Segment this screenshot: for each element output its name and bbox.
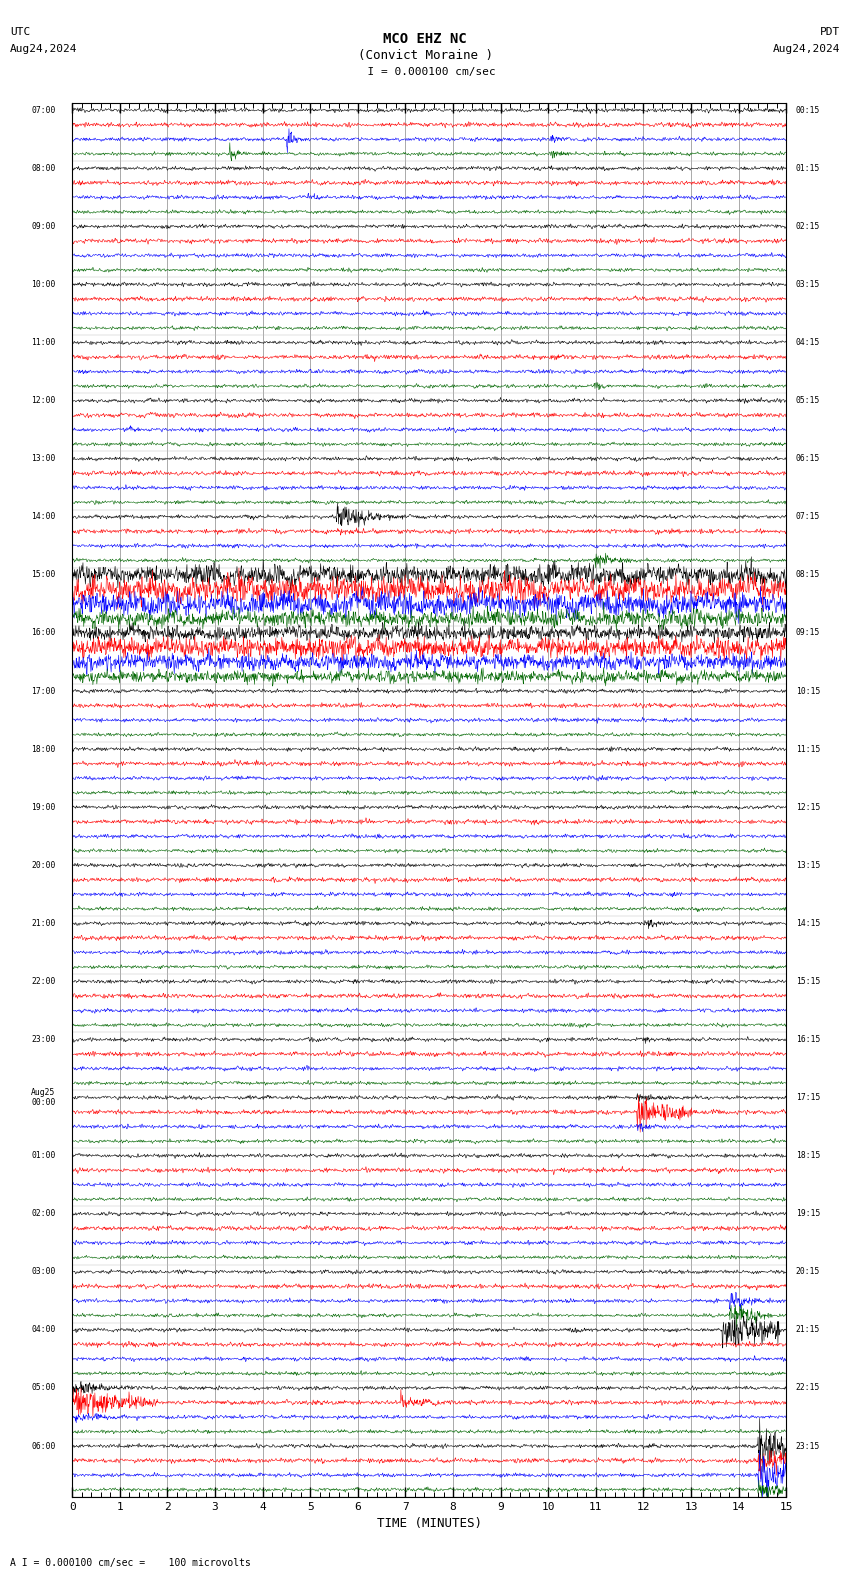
Text: (Convict Moraine ): (Convict Moraine ) (358, 49, 492, 62)
Text: 23:00: 23:00 (31, 1034, 55, 1044)
Text: 06:00: 06:00 (31, 1441, 55, 1451)
Text: I = 0.000100 cm/sec: I = 0.000100 cm/sec (354, 67, 496, 76)
Text: 19:00: 19:00 (31, 803, 55, 811)
Text: 20:15: 20:15 (796, 1267, 820, 1277)
Text: 08:15: 08:15 (796, 570, 820, 580)
Text: 01:00: 01:00 (31, 1152, 55, 1159)
Text: 09:00: 09:00 (31, 222, 55, 231)
Text: 15:00: 15:00 (31, 570, 55, 580)
Text: 21:00: 21:00 (31, 919, 55, 928)
Text: A I = 0.000100 cm/sec =    100 microvolts: A I = 0.000100 cm/sec = 100 microvolts (10, 1559, 251, 1568)
Text: 16:15: 16:15 (796, 1034, 820, 1044)
Text: 09:15: 09:15 (796, 629, 820, 637)
Text: 22:15: 22:15 (796, 1383, 820, 1392)
Text: 23:15: 23:15 (796, 1441, 820, 1451)
Text: 20:00: 20:00 (31, 860, 55, 870)
Text: 21:15: 21:15 (796, 1326, 820, 1334)
Text: 07:00: 07:00 (31, 106, 55, 114)
Text: 14:15: 14:15 (796, 919, 820, 928)
Text: 22:00: 22:00 (31, 977, 55, 985)
Text: 00:15: 00:15 (796, 106, 820, 114)
Text: 06:15: 06:15 (796, 455, 820, 463)
Text: 17:15: 17:15 (796, 1093, 820, 1102)
Text: 16:00: 16:00 (31, 629, 55, 637)
Text: PDT: PDT (819, 27, 840, 36)
Text: 10:00: 10:00 (31, 280, 55, 288)
Text: 02:00: 02:00 (31, 1209, 55, 1218)
Text: 05:15: 05:15 (796, 396, 820, 406)
Text: Aug24,2024: Aug24,2024 (773, 44, 840, 54)
Text: 13:00: 13:00 (31, 455, 55, 463)
Text: 10:15: 10:15 (796, 686, 820, 695)
Text: 18:00: 18:00 (31, 744, 55, 754)
Text: 02:15: 02:15 (796, 222, 820, 231)
Text: MCO EHZ NC: MCO EHZ NC (383, 32, 467, 46)
Text: 11:00: 11:00 (31, 337, 55, 347)
Text: 03:00: 03:00 (31, 1267, 55, 1277)
Text: 07:15: 07:15 (796, 512, 820, 521)
Text: 11:15: 11:15 (796, 744, 820, 754)
Text: Aug25
00:00: Aug25 00:00 (31, 1088, 55, 1107)
Text: 12:00: 12:00 (31, 396, 55, 406)
Text: 17:00: 17:00 (31, 686, 55, 695)
Text: 19:15: 19:15 (796, 1209, 820, 1218)
Text: 04:00: 04:00 (31, 1326, 55, 1334)
Text: 13:15: 13:15 (796, 860, 820, 870)
Text: 05:00: 05:00 (31, 1383, 55, 1392)
Text: 01:15: 01:15 (796, 163, 820, 173)
Text: 15:15: 15:15 (796, 977, 820, 985)
Text: 04:15: 04:15 (796, 337, 820, 347)
Text: 08:00: 08:00 (31, 163, 55, 173)
X-axis label: TIME (MINUTES): TIME (MINUTES) (377, 1517, 482, 1530)
Text: 03:15: 03:15 (796, 280, 820, 288)
Text: UTC: UTC (10, 27, 31, 36)
Text: 14:00: 14:00 (31, 512, 55, 521)
Text: 18:15: 18:15 (796, 1152, 820, 1159)
Text: Aug24,2024: Aug24,2024 (10, 44, 77, 54)
Text: 12:15: 12:15 (796, 803, 820, 811)
